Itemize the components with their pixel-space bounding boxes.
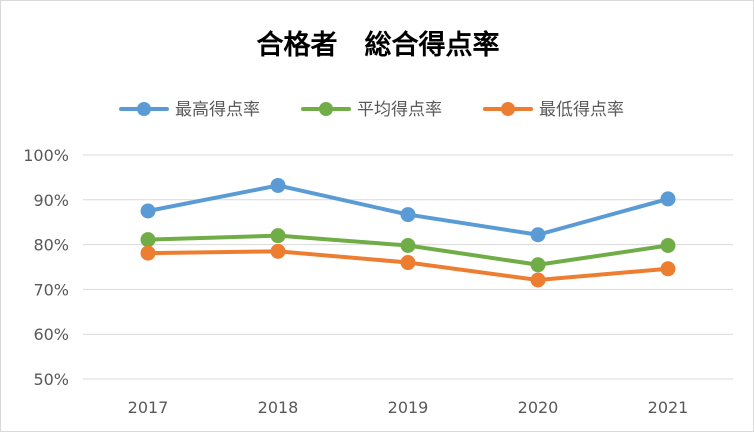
x-axis: 2017 2018 2019 2020 2021: [128, 398, 689, 417]
legend-label: 平均得点率: [357, 100, 442, 120]
x-tick-label: 2021: [648, 398, 689, 417]
x-tick-label: 2018: [258, 398, 299, 417]
data-point: [660, 191, 676, 207]
x-tick-label: 2019: [388, 398, 429, 417]
y-tick-label: 100%: [23, 146, 69, 165]
x-tick-label: 2020: [518, 398, 559, 417]
y-tick-label: 60%: [33, 325, 69, 344]
y-tick-label: 90%: [33, 191, 69, 210]
y-tick-label: 70%: [33, 280, 69, 299]
data-point: [400, 237, 416, 253]
legend-marker: [319, 102, 333, 116]
data-point: [530, 227, 546, 243]
y-tick-label: 50%: [33, 370, 69, 389]
legend-marker: [501, 102, 515, 116]
data-point: [270, 243, 286, 259]
data-point: [140, 203, 156, 219]
data-point: [400, 255, 416, 271]
data-point: [270, 177, 286, 193]
data-point: [660, 261, 676, 277]
legend-label: 最高得点率: [175, 100, 260, 120]
data-point: [270, 228, 286, 244]
y-tick-label: 80%: [33, 236, 69, 255]
legend-marker: [137, 102, 151, 116]
chart-title: 合格者 総合得点率: [257, 29, 500, 61]
legend-label: 最低得点率: [539, 100, 624, 120]
series-group: [140, 177, 676, 288]
y-axis: 50% 60% 70% 80% 90% 100%: [23, 146, 69, 389]
data-point: [660, 237, 676, 253]
data-point: [140, 232, 156, 248]
x-tick-label: 2017: [128, 398, 169, 417]
data-point: [140, 245, 156, 261]
data-point: [400, 207, 416, 223]
legend: 最高得点率 平均得点率 最低得点率: [119, 100, 624, 120]
data-point: [530, 272, 546, 288]
data-point: [530, 257, 546, 273]
